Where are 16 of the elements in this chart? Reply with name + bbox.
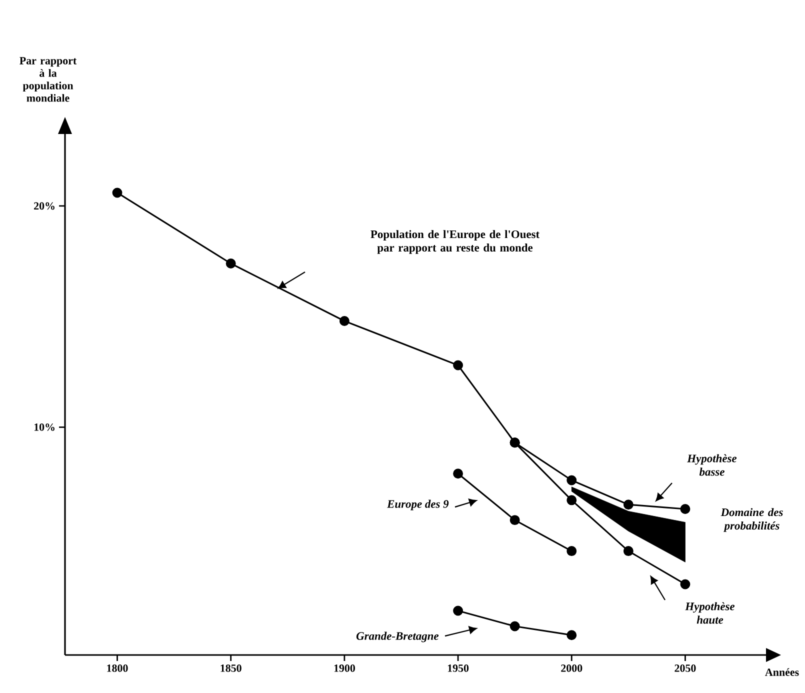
annotation: Hypothèse basse bbox=[687, 454, 737, 476]
x-tick-label: 1900 bbox=[334, 664, 355, 672]
x-tick-label: 2050 bbox=[674, 664, 696, 672]
annotation: Europe des 9 bbox=[386, 500, 449, 510]
y-axis-title: Par rapport à la population mondiale bbox=[20, 57, 77, 102]
annotation: Domaine des probabilités bbox=[720, 508, 783, 532]
x-tick-label: 1800 bbox=[107, 664, 128, 672]
annotation: Population de l'Europe de l'Ouest par rapport au reste du monde bbox=[370, 230, 540, 254]
y-tick-label: 20% bbox=[34, 202, 54, 210]
x-tick-label: 2000 bbox=[561, 664, 582, 672]
x-axis-title: Années bbox=[765, 668, 799, 676]
annotation: Grande-Bretagne bbox=[356, 632, 439, 642]
x-tick-label: 1950 bbox=[448, 664, 469, 672]
y-tick-label: 10% bbox=[34, 423, 54, 431]
x-tick-label: 1850 bbox=[220, 664, 242, 672]
annotation: Hypothèse haute bbox=[685, 602, 735, 624]
